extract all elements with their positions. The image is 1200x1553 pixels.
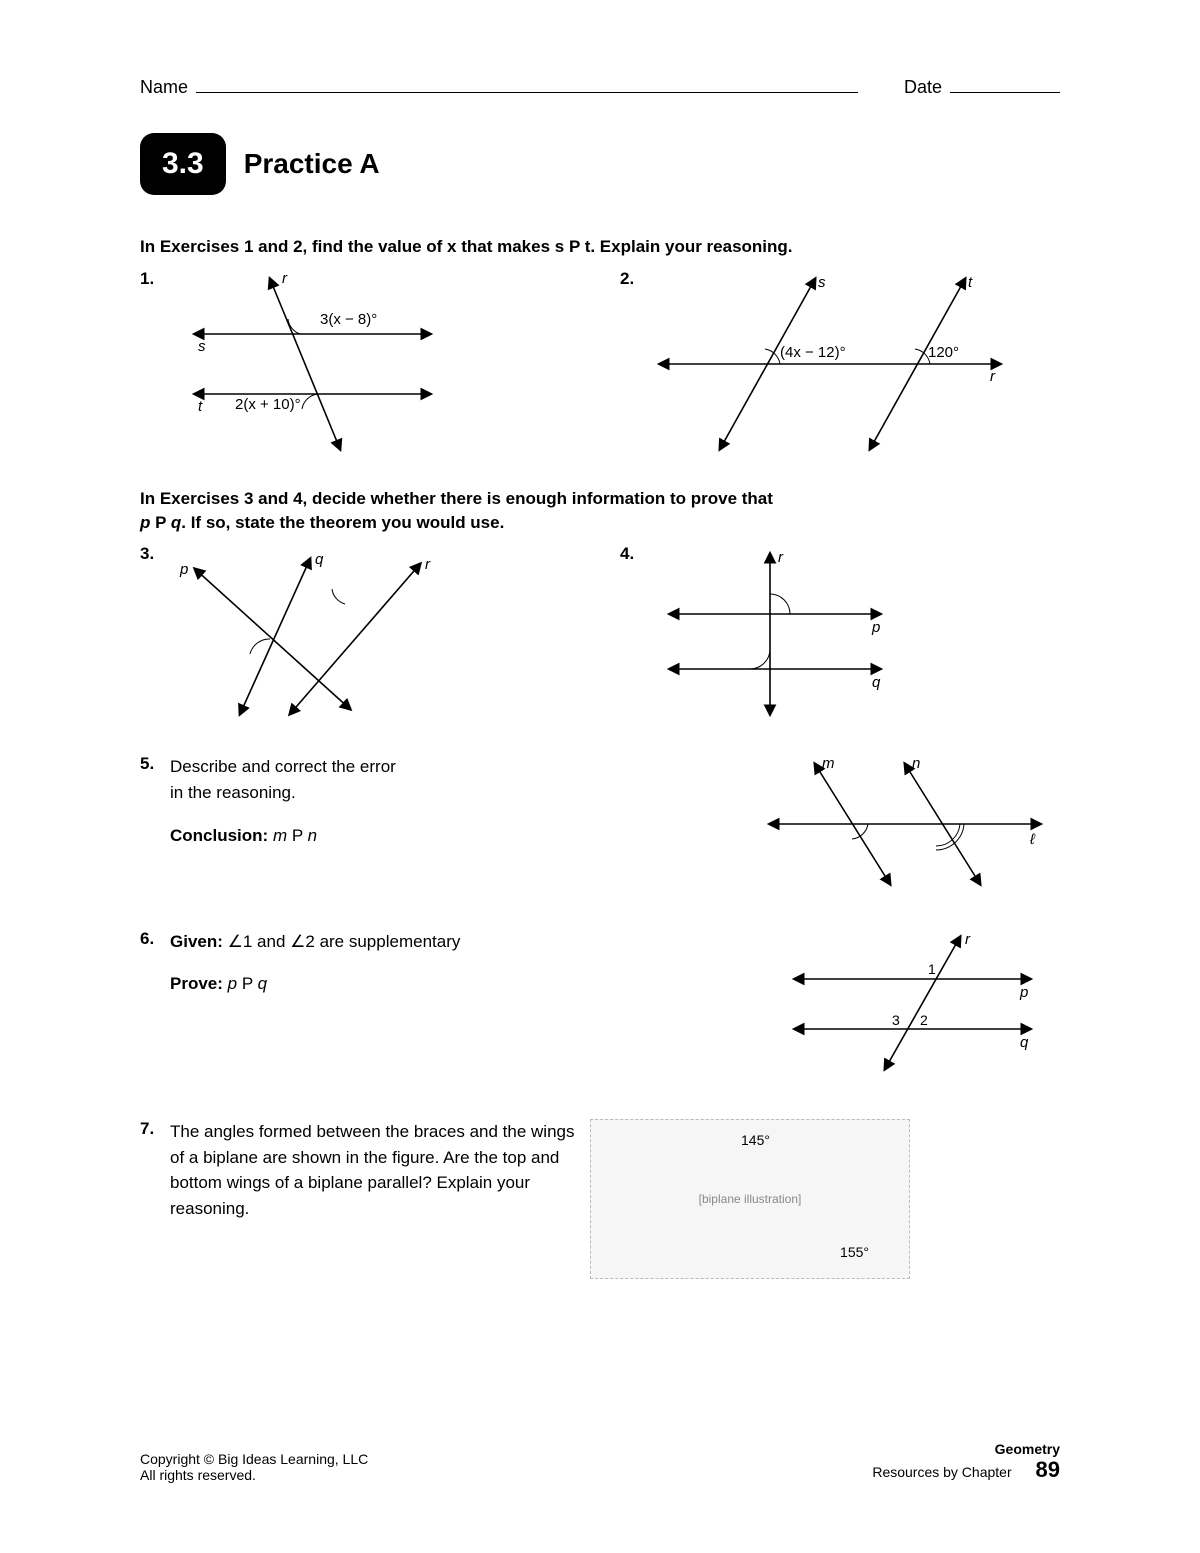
biplane-placeholder-icon: [biplane illustration] — [699, 1192, 802, 1206]
svg-text:ℓ: ℓ — [1029, 831, 1036, 848]
svg-text:r: r — [778, 549, 784, 566]
ex2-angle-left: (4x − 12)° — [780, 344, 846, 361]
ex7-angle-top: 145° — [741, 1132, 770, 1148]
footer-page-number: 89 — [1036, 1457, 1060, 1482]
ex5-diagram: ℓ m n — [760, 754, 1060, 894]
exercise-row-1-2: 1. s t — [140, 269, 1060, 459]
ex5-conclusion-expr: m — [273, 826, 287, 845]
svg-text:r: r — [965, 931, 971, 948]
svg-text:r: r — [425, 556, 431, 573]
svg-text:q: q — [872, 674, 881, 691]
date-blank[interactable] — [950, 75, 1060, 93]
exercise-row-3-4: 3. p q r 4. — [140, 544, 1060, 724]
svg-text:1: 1 — [928, 961, 936, 977]
ex1-angle-bottom: 2(x + 10)° — [235, 396, 301, 413]
footer-right: Geometry Resources by Chapter 89 — [872, 1441, 1060, 1483]
svg-text:p: p — [179, 561, 188, 578]
footer-resources: Resources by Chapter — [872, 1464, 1011, 1480]
ex7-text: The angles formed between the braces and… — [170, 1122, 574, 1218]
ex1-number: 1. — [140, 269, 170, 459]
footer: Copyright © Big Ideas Learning, LLC All … — [140, 1441, 1060, 1483]
ex6-diagram: p q r 1 2 3 — [780, 929, 1060, 1079]
svg-text:p: p — [1019, 984, 1028, 1001]
exercise-2: 2. r s t (4x − 12)° 120° — [620, 269, 1060, 459]
ex5-number: 5. — [140, 754, 170, 894]
worksheet-page: Name Date 3.3 Practice A In Exercises 1 … — [0, 0, 1200, 1553]
svg-text:n: n — [912, 755, 920, 772]
ex6-given-text: ∠1 and ∠2 are supplementary — [228, 932, 461, 951]
name-blank[interactable] — [196, 75, 858, 93]
svg-text:r: r — [282, 270, 288, 287]
ex6-number: 6. — [140, 929, 170, 1079]
footer-rights: All rights reserved. — [140, 1467, 368, 1483]
exercise-1: 1. s t — [140, 269, 580, 459]
footer-copyright: Copyright © Big Ideas Learning, LLC — [140, 1451, 368, 1467]
svg-text:p: p — [871, 619, 880, 636]
name-label: Name — [140, 77, 188, 98]
svg-text:m: m — [822, 755, 835, 772]
svg-text:t: t — [968, 274, 973, 291]
ex5-conclusion-label: Conclusion: — [170, 826, 268, 845]
date-label: Date — [904, 77, 942, 98]
svg-text:t: t — [198, 398, 203, 415]
svg-text:q: q — [315, 551, 324, 568]
practice-title: Practice A — [244, 148, 380, 180]
exercise-4: 4. r p q — [620, 544, 1060, 724]
ex4-number: 4. — [620, 544, 650, 724]
footer-subject: Geometry — [995, 1441, 1060, 1457]
ex1-diagram: s t r 3(x − 8)° 2(x + 10)° — [170, 269, 470, 459]
header-row: Name Date — [140, 75, 1060, 98]
svg-text:q: q — [1020, 1034, 1029, 1051]
ex5-text1: Describe and correct the error — [170, 757, 396, 776]
instruction-2: In Exercises 3 and 4, decide whether the… — [140, 487, 1060, 535]
svg-text:2: 2 — [920, 1012, 928, 1028]
ex2-diagram: r s t (4x − 12)° 120° — [650, 269, 1010, 459]
svg-text:s: s — [818, 274, 826, 291]
ex5-text2: in the reasoning. — [170, 783, 296, 802]
exercise-6: 6. Given: ∠1 and ∠2 are supplementary Pr… — [140, 929, 1060, 1079]
ex2-number: 2. — [620, 269, 650, 459]
ex6-prove-label: Prove: — [170, 974, 223, 993]
ex1-angle-top: 3(x − 8)° — [320, 311, 377, 328]
ex6-given-label: Given: — [170, 932, 223, 951]
exercise-5: 5. Describe and correct the error in the… — [140, 754, 1060, 894]
footer-left: Copyright © Big Ideas Learning, LLC All … — [140, 1451, 368, 1483]
ex2-angle-right: 120° — [928, 344, 959, 361]
ex7-number: 7. — [140, 1119, 170, 1279]
ex3-diagram: p q r — [170, 544, 450, 724]
ex7-diagram: [biplane illustration] 145° 155° — [590, 1119, 910, 1279]
ex7-angle-bottom: 155° — [840, 1244, 869, 1260]
ex4-diagram: r p q — [650, 544, 910, 724]
svg-text:r: r — [990, 368, 996, 385]
svg-text:s: s — [198, 338, 206, 355]
exercise-3: 3. p q r — [140, 544, 580, 724]
exercise-7: 7. The angles formed between the braces … — [140, 1119, 1060, 1279]
section-badge: 3.3 — [140, 133, 226, 195]
title-row: 3.3 Practice A — [140, 133, 1060, 195]
ex6-prove-text: p P q — [228, 974, 267, 993]
svg-text:3: 3 — [892, 1012, 900, 1028]
instruction-1: In Exercises 1 and 2, find the value of … — [140, 235, 1060, 259]
ex3-number: 3. — [140, 544, 170, 724]
